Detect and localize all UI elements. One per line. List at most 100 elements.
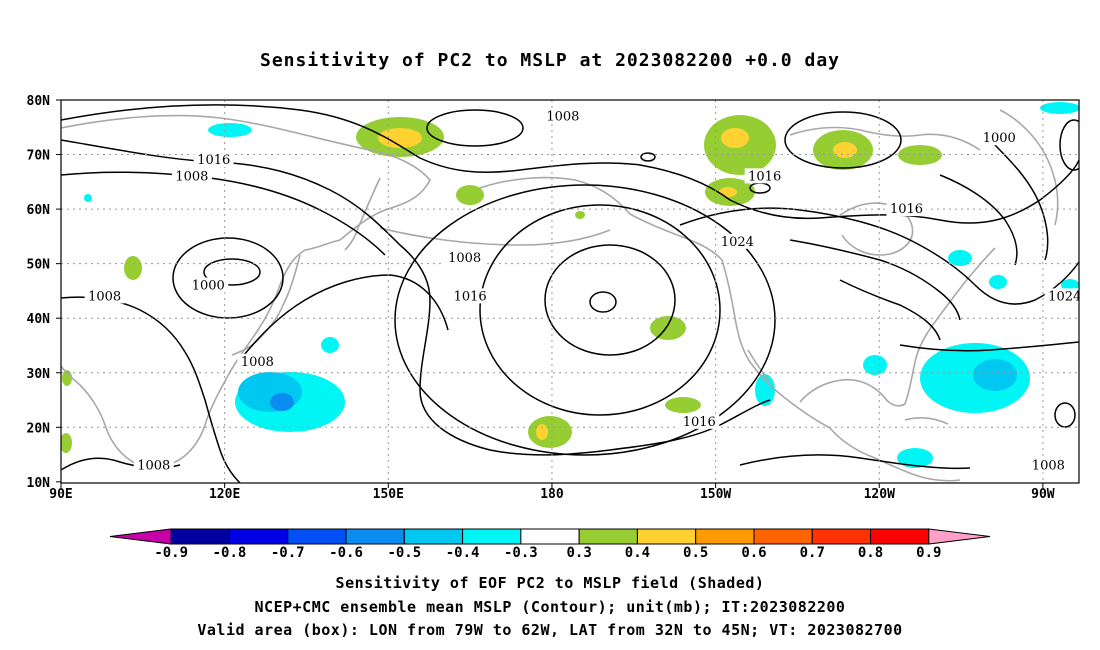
colorbar-label: -0.8: [213, 545, 247, 561]
plot-border: [60, 99, 1080, 484]
coastline-north-america-west: [721, 259, 831, 429]
colorbar-swatch: [811, 528, 872, 545]
map-title: Sensitivity of PC2 to MSLP at 2023082200…: [259, 50, 840, 71]
contour-label-bg: [542, 108, 583, 124]
shade-positive: [719, 187, 737, 197]
contour-label: 1024: [1048, 289, 1081, 304]
caption-valid-area: Valid area (box): LON from 79W to 62W, L…: [197, 621, 903, 639]
contour-label-bg: [171, 168, 212, 184]
contour-line: [61, 139, 771, 456]
shade-negative: [1040, 102, 1079, 114]
shade-positive: [575, 211, 585, 219]
colorbar-label: -0.6: [329, 545, 363, 561]
contour-line: [61, 171, 386, 256]
contour-label-bg: [193, 152, 234, 168]
colorbar-label: 0.9: [916, 545, 941, 561]
colorbar-label: 0.3: [566, 545, 591, 561]
lat-label: 80N: [27, 94, 51, 109]
contour-line: [1059, 119, 1079, 171]
contour-label-bg: [84, 288, 125, 304]
contour-line: [640, 152, 656, 162]
coastline-kamchatka: [344, 177, 381, 251]
contour-label-bg: [886, 201, 927, 217]
contour-label-bg: [979, 130, 1020, 146]
contour-label: 1000: [983, 131, 1016, 146]
lon-label: 180: [540, 487, 564, 502]
shade-positive: [124, 256, 142, 280]
contour-line: [789, 239, 961, 321]
lat-label: 40N: [27, 312, 51, 327]
coastline-baja: [747, 349, 771, 383]
contour-label-bg: [717, 233, 758, 249]
shade-negative: [321, 337, 339, 353]
coastline-gulf: [799, 378, 906, 407]
contour-label-bg: [679, 413, 720, 429]
shade-negative: [948, 250, 972, 266]
contour-label: 1016: [748, 169, 781, 184]
colorbar-swatch: [578, 528, 638, 545]
coastline-cuba: [904, 417, 949, 425]
contour-label: 1016: [454, 289, 487, 304]
colorbar-swatch: [520, 528, 580, 545]
contour-line: [203, 258, 261, 286]
colorbar-swatch: [753, 528, 813, 545]
contour-label-bg: [237, 353, 278, 369]
lat-label: 20N: [27, 421, 51, 436]
colorbar-label: -0.5: [387, 545, 421, 561]
shade-positive: [528, 416, 572, 448]
contour-label-bg: [1028, 457, 1069, 473]
shade-positive: [833, 142, 857, 158]
contour-line: [899, 341, 1079, 352]
contour-label: 1008: [88, 289, 121, 304]
lat-label: 70N: [27, 149, 51, 164]
contour-line: [172, 237, 284, 319]
colorbar-label: 0.6: [741, 545, 766, 561]
contour-line: [544, 244, 676, 356]
shade-positive: [665, 397, 701, 413]
coastline-alaska: [479, 176, 723, 261]
contour-label-bg: [744, 168, 785, 184]
contour-label-bg: [133, 457, 174, 473]
coastlines: [61, 109, 1059, 482]
contour-labels: 1008100010161008101610161024100010081008…: [84, 108, 1100, 473]
coastline-aleutians: [379, 227, 611, 246]
latitude-labels: 80N 70N 60N 50N 40N 30N 20N 10N: [27, 94, 61, 491]
contour-line: [479, 204, 721, 416]
contour-line: [989, 139, 1049, 261]
coastline-asia: [61, 114, 431, 468]
coastline-central-america: [829, 427, 961, 482]
shade-negative: [208, 123, 252, 137]
colorbar-arrow-low: [109, 528, 172, 545]
coastline-north-america-east: [904, 247, 996, 405]
colorbar-swatch: [462, 528, 522, 545]
colorbar-swatch: [636, 528, 697, 545]
coastline-greenland: [999, 109, 1059, 226]
shade-positive: [456, 185, 484, 205]
contour-label: 1000: [192, 278, 225, 293]
colorbar-label: 0.4: [625, 545, 650, 561]
sensitivity-shading: [61, 102, 1079, 468]
shade-positive: [650, 316, 686, 340]
shade-negative: [897, 448, 933, 468]
colorbar-swatch: [228, 528, 289, 545]
colorbar-label: 0.7: [800, 545, 825, 561]
contour-label: 1024: [721, 235, 754, 250]
colorbar-label: -0.7: [271, 545, 305, 561]
shade-positive: [61, 433, 72, 453]
contour-label: 1008: [1032, 458, 1065, 473]
lon-label: 150W: [700, 487, 731, 502]
coastline-japan: [231, 254, 301, 356]
contour-label: 1008: [546, 109, 579, 124]
colorbar-label: -0.9: [154, 545, 188, 561]
contour-label: 1008: [448, 251, 481, 266]
contour-label-bg: [444, 250, 485, 266]
colorbar-label: 0.8: [858, 545, 883, 561]
shade-positive: [378, 128, 422, 148]
colorbar-swatch: [695, 528, 755, 545]
colorbar-swatch: [287, 528, 347, 545]
contour-label-bg: [1094, 316, 1100, 331]
contour-line: [679, 207, 1079, 305]
coastline-hudson-bay: [839, 202, 914, 256]
mslp-contours: [61, 104, 1079, 483]
